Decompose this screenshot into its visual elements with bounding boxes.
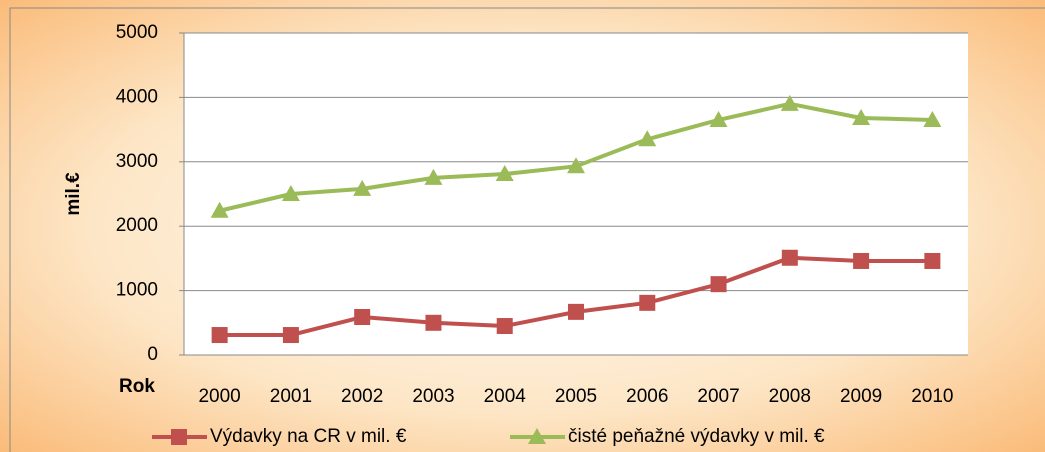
y-tick-label: 1000 <box>116 280 158 301</box>
triangle-marker <box>923 110 942 127</box>
x-tick-label: 2003 <box>412 386 454 407</box>
x-tick-label: 2006 <box>626 386 668 407</box>
triangle-marker <box>780 94 799 111</box>
triangle-marker <box>528 428 546 444</box>
y-tick-label: 0 <box>147 344 158 365</box>
y-axis-label: mil.€ <box>63 172 84 216</box>
triangle-marker <box>281 185 300 201</box>
triangle-marker <box>353 179 372 196</box>
square-marker <box>781 249 798 266</box>
square-marker <box>496 318 513 335</box>
y-tick-label: 3000 <box>116 151 158 172</box>
legend-label: čisté peňažné výdavky v mil. € <box>568 426 825 447</box>
x-tick-label: 2000 <box>198 386 240 407</box>
square-marker <box>853 252 870 269</box>
y-tick-label: 4000 <box>116 86 158 107</box>
square-marker <box>924 252 941 269</box>
x-tick-label: 2002 <box>341 386 383 407</box>
x-tick-label: 2008 <box>769 386 811 407</box>
x-axis-label: Rok <box>119 376 155 397</box>
triangle-marker <box>210 201 229 218</box>
square-marker <box>639 294 656 311</box>
legend-label: Výdavky na CR v mil. € <box>210 426 407 447</box>
square-marker <box>282 327 299 344</box>
x-tick-label: 2010 <box>911 386 953 407</box>
square-marker <box>568 303 584 320</box>
triangle-marker <box>638 130 657 147</box>
x-tick-label: 2007 <box>697 386 739 407</box>
square-marker <box>171 429 187 445</box>
triangle-marker <box>709 110 728 127</box>
triangle-marker <box>424 168 443 185</box>
square-marker <box>354 309 371 326</box>
square-marker <box>425 314 442 331</box>
x-tick-label: 2004 <box>484 386 527 407</box>
square-marker <box>710 276 727 293</box>
x-tick-label: 2001 <box>270 386 312 407</box>
chart-border <box>9 7 1045 452</box>
triangle-marker <box>567 157 585 174</box>
triangle-marker <box>852 109 871 126</box>
x-tick-label: 2009 <box>840 386 882 407</box>
x-tick-label: 2005 <box>555 386 597 407</box>
triangle-marker <box>495 165 514 182</box>
y-tick-label: 5000 <box>116 22 158 43</box>
y-tick-label: 2000 <box>116 215 158 236</box>
square-marker <box>211 327 228 344</box>
